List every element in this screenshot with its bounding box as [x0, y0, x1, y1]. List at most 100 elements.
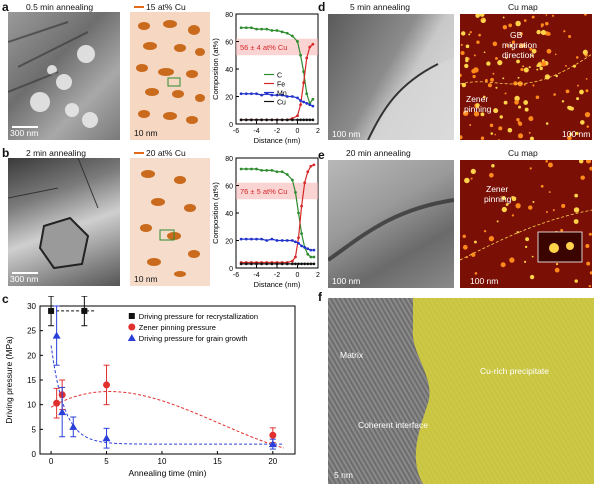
point-cu	[244, 118, 248, 122]
point-fe	[299, 103, 302, 107]
point-mn	[260, 93, 264, 97]
point-mn	[312, 248, 316, 252]
cu-particle	[511, 48, 514, 51]
cu-particle	[464, 177, 470, 184]
cu-particle	[481, 17, 484, 20]
point-c	[311, 97, 315, 101]
point-c	[244, 26, 248, 30]
legend-label: Driving pressure for recrystallization	[139, 312, 258, 321]
cu-particle	[565, 89, 570, 94]
panel-label-e: e	[318, 148, 325, 162]
legend-label: Zener pinning pressure	[139, 323, 216, 332]
cu-particle	[574, 193, 579, 198]
cu-particle	[504, 92, 507, 95]
cu-particle	[579, 89, 584, 95]
cu-particle	[492, 72, 495, 75]
point-fe	[311, 42, 315, 46]
cu-particle	[498, 126, 503, 131]
cu-particle	[473, 111, 480, 117]
point-mn	[244, 237, 248, 241]
point-c	[244, 167, 248, 171]
tem-caption-a: 0.5 min annealing	[26, 2, 94, 12]
point-mn	[244, 92, 248, 96]
point-c	[280, 170, 284, 174]
tem-texture-a	[8, 21, 98, 128]
cu-particle	[547, 162, 553, 168]
point-c	[300, 232, 303, 236]
cu-particle	[589, 166, 592, 171]
point-c	[275, 170, 279, 174]
cu-particle	[461, 31, 466, 36]
cu-particle	[486, 61, 491, 66]
cu-particle	[532, 84, 535, 87]
inset-particle	[549, 243, 559, 253]
point-c	[290, 34, 294, 38]
tem-caption-d: 5 min annealing	[350, 2, 411, 12]
y-tick-label: 80	[225, 156, 233, 163]
legend-label: Fe	[277, 82, 285, 89]
apt-image-a	[130, 12, 210, 140]
point-cu	[303, 262, 307, 266]
y-tick-label: 20	[27, 351, 36, 360]
legend-label: Cu	[277, 100, 286, 107]
point-cu	[275, 118, 279, 122]
cu-particle	[588, 232, 592, 236]
point-mn	[311, 104, 315, 108]
panel-label-d: d	[318, 0, 326, 14]
y-tick-label: 40	[225, 211, 233, 218]
scalebar-label-e: 100 nm	[332, 276, 361, 286]
point-c	[299, 53, 302, 57]
x-tick-label: -2	[274, 272, 280, 279]
cu-particle	[578, 160, 584, 164]
cu-particle	[462, 234, 466, 238]
cu-particle	[539, 61, 542, 64]
apt-caption-b: 20 at% Cu	[146, 148, 186, 158]
scalebar-label-map-e: 100 nm	[470, 276, 499, 286]
x-tick-label: 2	[316, 272, 320, 279]
point-mn	[280, 93, 284, 97]
cu-particle	[580, 175, 585, 180]
y-tick-label: 40	[225, 67, 233, 74]
panel-label-c: c	[2, 292, 9, 306]
x-axis-label: Distance (nm)	[254, 136, 301, 145]
y-tick-label: 80	[225, 12, 233, 19]
cu-particle	[528, 131, 531, 134]
cu-particle	[573, 207, 580, 213]
point-c	[285, 173, 289, 176]
point-fe	[305, 56, 309, 60]
y-axis-label: Composition (at%)	[211, 182, 220, 244]
cu-particle	[502, 77, 505, 80]
point-mn	[296, 96, 299, 100]
point-cu	[280, 118, 284, 122]
cu-particle	[555, 74, 558, 78]
map-caption-e: Cu map	[508, 148, 538, 158]
point-zener	[53, 399, 61, 407]
point-mn	[297, 241, 300, 245]
cu-particle	[522, 65, 524, 68]
point-mn	[239, 237, 243, 241]
cu-particle	[537, 62, 542, 67]
scalebar-label-f: 5 nm	[334, 470, 353, 480]
cu-particle	[476, 40, 480, 44]
cu-particle	[525, 237, 530, 242]
cu-particle	[464, 63, 469, 69]
y-tick-label: 5	[32, 425, 37, 434]
point-cu	[300, 262, 303, 266]
cu-particle	[567, 135, 572, 140]
cu-particle	[545, 211, 548, 214]
cu-particle	[484, 79, 488, 82]
legend-label: Driving pressure for grain growth	[139, 334, 248, 343]
cu-particle	[493, 108, 499, 114]
profile-chart-b: 76 ± 5 at% Cu 0 20 40 60 80 -6 -4 -2 0 2 Distance (…	[211, 156, 320, 289]
plot-frame	[235, 157, 319, 269]
apt-scalebar-label-a: 10 nm	[134, 128, 158, 138]
cu-particle	[551, 14, 555, 17]
point-c	[306, 252, 310, 256]
composition-annotation: 76 ± 5 at% Cu	[240, 187, 287, 196]
point-fe	[296, 114, 299, 118]
point-c	[290, 178, 294, 182]
cu-particle	[511, 195, 514, 199]
cu-particle	[488, 236, 495, 242]
cu-particle	[471, 252, 476, 257]
panel-label-b: b	[2, 146, 10, 160]
